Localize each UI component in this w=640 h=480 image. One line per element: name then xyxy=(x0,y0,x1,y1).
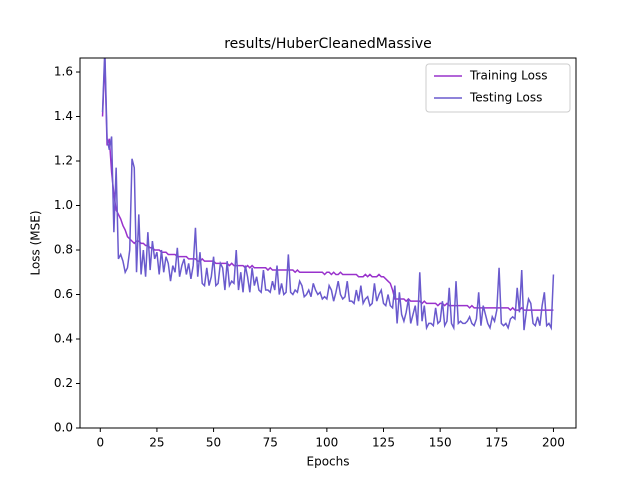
axes-frame xyxy=(79,57,577,429)
x-tick-label: 0 xyxy=(96,436,104,450)
legend-label: Training Loss xyxy=(469,69,547,83)
y-tick-label: 0.8 xyxy=(54,243,73,257)
plot-area xyxy=(101,58,555,331)
x-tick-label: 75 xyxy=(263,436,278,450)
y-tick-label: 0.4 xyxy=(54,332,73,346)
y-tick-label: 0.6 xyxy=(54,287,73,301)
data-line xyxy=(101,58,555,331)
x-tick-label: 25 xyxy=(149,436,164,450)
y-tick-label: 0.2 xyxy=(54,376,73,390)
y-tick-label: 1.0 xyxy=(54,198,73,212)
legend-label: Testing Loss xyxy=(469,91,542,105)
x-tick-label: 100 xyxy=(315,436,338,450)
x-tick-label: 200 xyxy=(542,436,565,450)
y-tick-label: 1.6 xyxy=(54,65,73,79)
x-tick-label: 175 xyxy=(485,436,508,450)
x-tick-label: 125 xyxy=(372,436,395,450)
y-axis-label: Loss (MSE) xyxy=(29,210,43,275)
x-axis-label: Epochs xyxy=(307,455,350,469)
x-tick-label: 50 xyxy=(206,436,221,450)
chart-title: results/HuberCleanedMassive xyxy=(224,36,432,52)
y-tick-label: 1.2 xyxy=(54,154,73,168)
y-tick-label: 0.0 xyxy=(54,421,73,435)
y-tick-label: 1.4 xyxy=(54,109,73,123)
x-tick-label: 150 xyxy=(429,436,452,450)
